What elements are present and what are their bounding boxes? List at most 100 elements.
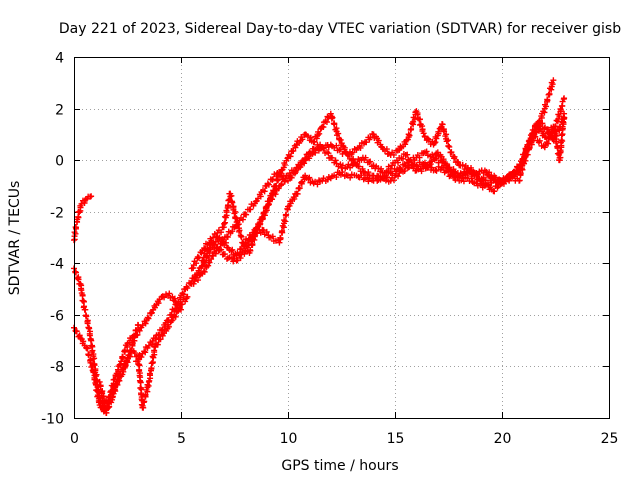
data-point [75,214,82,221]
data-point [374,177,381,184]
data-point [545,140,552,147]
data-point [367,158,374,165]
data-point [137,379,144,386]
data-point [410,163,417,170]
data-point [84,345,91,352]
data-point [79,291,86,298]
data-point [89,347,96,354]
data-point [536,137,543,144]
data-point [357,144,364,151]
data-point [337,136,344,143]
data-point [545,130,552,137]
data-point [557,107,564,114]
data-point [131,349,138,356]
data-point [140,404,147,411]
data-point [544,97,551,104]
data-point [425,164,432,171]
data-point [149,338,156,345]
data-point [91,355,98,362]
data-point [433,135,440,142]
data-point [441,160,448,167]
data-point [414,110,421,117]
data-point [543,134,550,141]
data-point [229,246,236,253]
data-point [131,337,138,344]
data-point [551,128,558,135]
data-point [148,366,155,373]
y-tick-label: -6 [50,309,64,325]
data-point [276,169,283,176]
data-point [144,314,151,321]
data-point [308,150,315,157]
data-point [232,223,239,230]
data-point [193,260,200,267]
data-point [279,227,286,234]
data-point [288,174,295,181]
y-tick-label: 4 [55,51,64,67]
data-point [400,155,407,162]
y-tick-label: -10 [41,412,64,428]
data-point [78,200,85,207]
data-point [522,147,529,154]
data-point [549,81,556,88]
data-point [128,347,135,354]
data-point [142,320,149,327]
data-point [172,313,179,320]
x-axis-label: GPS time / hours [281,458,398,474]
data-point [298,161,305,168]
data-point [259,213,266,220]
data-point [234,257,241,264]
data-point [428,158,435,165]
data-point [165,317,172,324]
data-point [107,394,114,401]
data-point [408,125,415,132]
data-point [466,168,473,175]
data-point [291,195,298,202]
data-point [152,335,159,342]
data-point [557,147,564,154]
data-point [304,133,311,140]
x-tick-label: 5 [177,431,186,447]
data-point [383,146,390,153]
data-point [220,237,227,244]
data-point [88,193,95,200]
data-point [344,151,351,158]
data-point [265,181,272,188]
y-tick-label: 2 [55,103,64,119]
data-point [459,172,466,179]
data-point [345,161,352,168]
y-tick-label: -4 [50,257,64,273]
data-point [418,168,425,175]
data-point [559,138,566,145]
data-point [260,227,267,234]
data-point [531,128,538,135]
data-point [335,130,342,137]
data-point [201,268,208,275]
data-point [390,151,397,158]
chart-title: Day 221 of 2023, Sidereal Day-to-day VTE… [59,21,621,37]
data-point [384,174,391,181]
data-point [238,233,245,240]
plot-frame [74,57,610,419]
data-point [161,294,168,301]
data-point [85,352,92,359]
data-point [242,247,249,254]
data-point [119,354,126,361]
data-point [261,209,268,216]
axis-ticks: 0 5 10 15 20 25 -10 -8 -6 -4 -2 0 2 4 [41,51,618,448]
data-point [126,353,133,360]
data-point [120,368,127,375]
data-point [82,306,89,313]
data-point [423,148,430,155]
data-point [100,400,107,407]
data-point [206,259,213,266]
data-point [332,157,339,164]
x-tick-label: 20 [494,431,512,447]
grid-lines [74,57,609,418]
data-point [218,229,225,236]
data-point [419,126,426,133]
data-point [509,173,516,180]
data-point [281,161,288,168]
data-point [405,131,412,138]
data-point [116,377,123,384]
